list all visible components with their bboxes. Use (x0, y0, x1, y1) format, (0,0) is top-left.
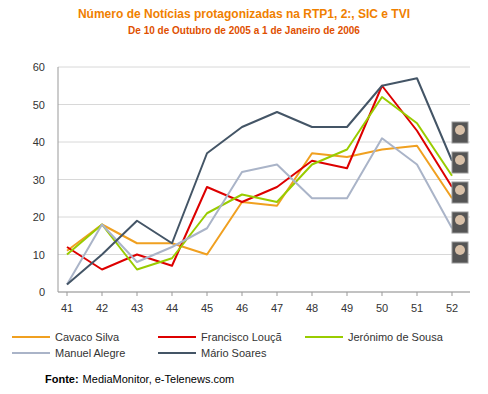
portrait-face (455, 185, 465, 195)
x-tick (67, 292, 68, 296)
legend-swatch (305, 336, 343, 338)
portrait (452, 152, 468, 173)
x-tick-label: 51 (411, 302, 423, 314)
x-axis (58, 292, 470, 293)
x-tick-label: 50 (376, 302, 388, 314)
y-tick-label: 10 (33, 249, 45, 261)
grid-line (58, 254, 470, 255)
legend-label: Cavaco Silva (55, 331, 120, 343)
x-tick-label: 43 (131, 302, 143, 314)
x-tick (452, 292, 453, 296)
portrait-face (455, 245, 465, 255)
grid-line (58, 292, 470, 293)
y-tick-label: 20 (33, 211, 45, 223)
portrait-face (455, 215, 465, 225)
y-tick-label: 0 (39, 286, 45, 298)
portrait-face (455, 155, 465, 165)
x-tick-label: 52 (446, 302, 458, 314)
y-tick-label: 40 (33, 136, 45, 148)
x-tick (347, 292, 348, 296)
series-line (67, 78, 452, 284)
legend-swatch (158, 352, 196, 354)
legend-label: Jerónimo de Sousa (348, 331, 444, 343)
x-tick (242, 292, 243, 296)
x-tick-label: 47 (271, 302, 283, 314)
x-tick (277, 292, 278, 296)
x-tick-label: 44 (166, 302, 178, 314)
x-tick (417, 292, 418, 296)
grid-line (58, 142, 470, 143)
series-line (67, 86, 452, 270)
x-tick-label: 49 (341, 302, 353, 314)
portrait (452, 182, 468, 203)
x-tick (312, 292, 313, 296)
x-tick-label: 46 (236, 302, 248, 314)
grid-line (58, 67, 470, 68)
x-tick (137, 292, 138, 296)
legend-label: Manuel Alegre (55, 347, 125, 359)
grid-line (58, 217, 470, 218)
legend-swatch (158, 336, 196, 338)
x-tick-label: 42 (96, 302, 108, 314)
series-line (67, 146, 452, 255)
x-tick-label: 45 (201, 302, 213, 314)
series-line (67, 97, 452, 270)
title: Número de Notícias protagonizadas na RTP… (78, 7, 410, 21)
plot-area (67, 78, 452, 284)
x-tick (382, 292, 383, 296)
chart: Número de Notícias protagonizadas na RTP… (0, 0, 488, 394)
legend-label: Mário Soares (201, 347, 267, 359)
subtitle: De 10 de Outubro de 2005 a 1 de Janeiro … (128, 25, 360, 36)
y-tick-label: 30 (33, 174, 45, 186)
y-axis (58, 67, 59, 292)
x-tick-label: 48 (306, 302, 318, 314)
legend-label: Francisco Louçã (201, 331, 283, 343)
portrait (452, 212, 468, 233)
source-text: MediaMonitor, e-Telenews.com (83, 373, 235, 385)
portrait-face (455, 125, 465, 135)
x-tick-label: 41 (61, 302, 73, 314)
x-tick (172, 292, 173, 296)
portrait (452, 242, 468, 263)
legend-swatch (12, 336, 50, 338)
grid-line (58, 179, 470, 180)
source: Fonte: MediaMonitor, e-Telenews.com (45, 373, 234, 385)
x-tick (207, 292, 208, 296)
source-label: Fonte: (45, 373, 79, 385)
y-tick-label: 60 (33, 61, 45, 73)
y-tick-label: 50 (33, 99, 45, 111)
portrait (452, 122, 468, 143)
legend-swatch (12, 352, 50, 354)
x-tick (102, 292, 103, 296)
series-line (67, 138, 452, 284)
grid-line (58, 104, 470, 105)
